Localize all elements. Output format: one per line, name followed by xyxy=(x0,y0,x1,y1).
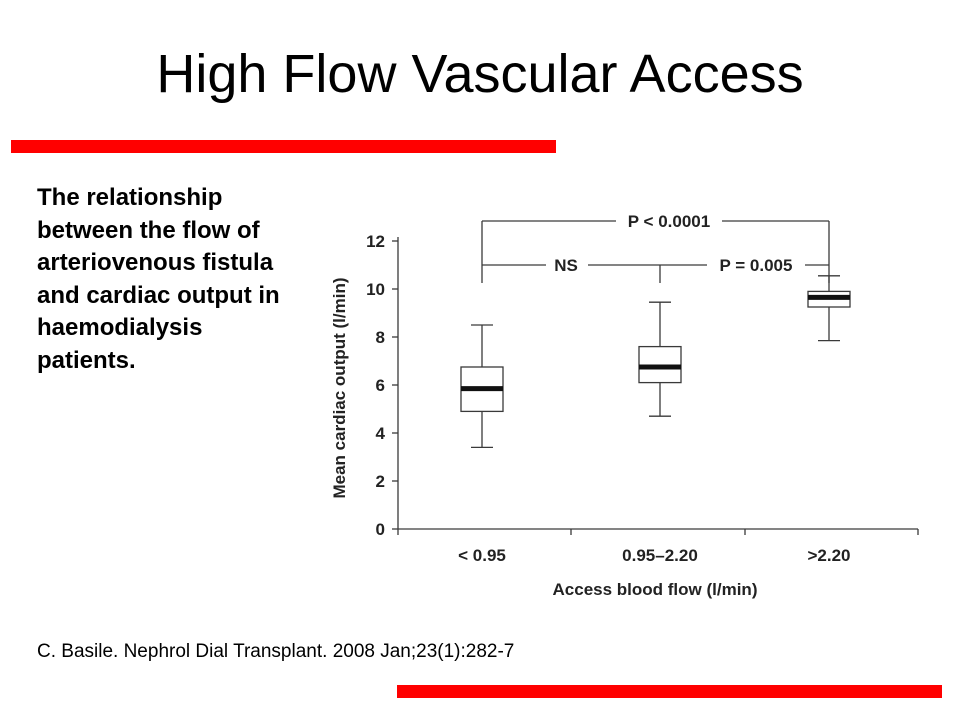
y-tick-label: 6 xyxy=(376,376,385,395)
y-tick-label: 2 xyxy=(376,472,385,491)
accent-bar-top xyxy=(11,140,556,153)
x-tick-label: < 0.95 xyxy=(458,546,506,565)
p-value-label: P < 0.0001 xyxy=(628,212,710,231)
y-tick-label: 8 xyxy=(376,328,385,347)
y-tick-label: 4 xyxy=(376,424,386,443)
accent-bar-bottom xyxy=(397,685,942,698)
y-axis-title: Mean cardiac output (l/min) xyxy=(330,277,349,498)
y-tick-label: 0 xyxy=(376,520,385,539)
x-tick-label: >2.20 xyxy=(807,546,850,565)
citation: C. Basile. Nephrol Dial Transplant. 2008… xyxy=(37,641,515,662)
x-axis-title: Access blood flow (l/min) xyxy=(553,580,758,599)
slide-description: The relationship between the flow of art… xyxy=(37,184,280,374)
slide-title: High Flow Vascular Access xyxy=(156,44,804,104)
p-value-label: NS xyxy=(554,256,578,275)
y-tick-label: 12 xyxy=(366,232,385,251)
y-tick-label: 10 xyxy=(366,280,385,299)
x-tick-label: 0.95–2.20 xyxy=(622,546,698,565)
p-value-label: P = 0.005 xyxy=(720,256,793,275)
